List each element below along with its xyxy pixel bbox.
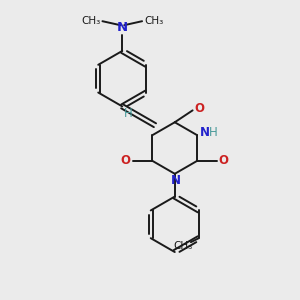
Text: N: N xyxy=(117,21,128,34)
Text: H: H xyxy=(124,107,133,120)
Text: CH₃: CH₃ xyxy=(81,16,101,26)
Text: CH₃: CH₃ xyxy=(173,241,193,251)
Text: H: H xyxy=(208,126,217,139)
Text: O: O xyxy=(121,154,131,167)
Text: O: O xyxy=(219,154,229,167)
Text: CH₃: CH₃ xyxy=(144,16,163,26)
Text: N: N xyxy=(171,174,181,187)
Text: N: N xyxy=(200,126,210,139)
Text: O: O xyxy=(194,102,205,115)
